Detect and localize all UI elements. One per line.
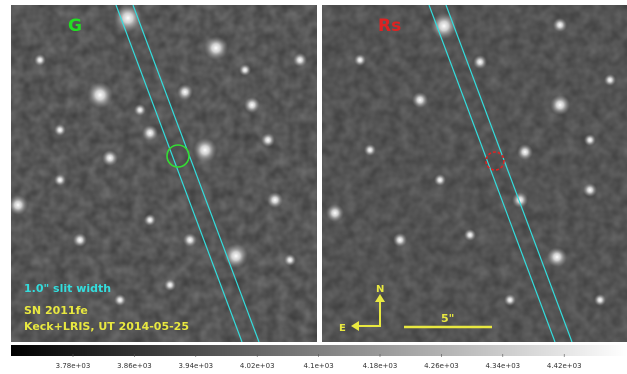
object-label: SN 2011fe xyxy=(24,304,88,317)
band-label: G xyxy=(68,16,82,36)
star-source xyxy=(73,233,87,247)
star-source xyxy=(550,95,570,115)
slit-width-label: 1.0" slit width xyxy=(24,282,111,295)
star-source xyxy=(517,144,533,160)
star-source xyxy=(594,294,606,306)
star-source xyxy=(431,13,457,39)
star-source xyxy=(177,84,193,100)
colorbar-tick-label: 4.02e+03 xyxy=(240,362,275,370)
observation-label: Keck+LRIS, UT 2014-05-25 xyxy=(24,320,189,333)
colorbar-tick-label: 4.18e+03 xyxy=(363,362,398,370)
star-source xyxy=(34,54,46,66)
sn-position-marker xyxy=(485,151,505,171)
star-source xyxy=(164,279,176,291)
slit-edge-left xyxy=(428,5,556,342)
star-source xyxy=(464,229,476,241)
star-source xyxy=(142,125,158,141)
star-source xyxy=(326,204,344,222)
star-source xyxy=(583,183,597,197)
star-field-rs xyxy=(326,13,616,306)
star-source xyxy=(393,233,407,247)
star-source xyxy=(434,174,446,186)
slit-edge-left xyxy=(115,5,243,342)
star-source xyxy=(239,64,251,76)
colorbar-tick-label: 3.86e+03 xyxy=(117,362,152,370)
star-source xyxy=(267,192,283,208)
compass-north-label: N xyxy=(376,284,384,295)
star-source xyxy=(354,54,366,66)
compass-east-label: E xyxy=(339,323,346,334)
star-source xyxy=(11,195,28,215)
colorbar: 3.78e+03 3.86e+03 3.94e+03 4.02e+03 4.1e+03 4… xyxy=(11,345,627,370)
star-source xyxy=(584,134,596,146)
colorbar-gradient xyxy=(11,345,627,356)
slit-edge-right xyxy=(132,5,260,342)
colorbar-tick-label: 4.1e+03 xyxy=(303,362,333,370)
star-source xyxy=(512,192,528,208)
colorbar-tick-label: 3.78e+03 xyxy=(56,362,91,370)
scale-bar: 5" xyxy=(404,312,492,329)
panel-divider xyxy=(317,5,322,342)
colorbar-ticks: 3.78e+03 3.86e+03 3.94e+03 4.02e+03 4.1e+03 4… xyxy=(56,354,582,370)
band-label: Rs xyxy=(378,16,401,36)
star-source xyxy=(293,53,307,67)
star-source xyxy=(87,82,113,108)
colorbar-tick-label: 3.94e+03 xyxy=(178,362,213,370)
star-source xyxy=(364,144,376,156)
star-source xyxy=(193,138,217,162)
panel-g: G 1.0" slit width SN 2011fe Keck+LRIS, U… xyxy=(11,5,317,342)
star-source xyxy=(547,247,567,267)
colorbar-tick-label: 4.26e+03 xyxy=(424,362,459,370)
star-source xyxy=(553,18,567,32)
sn-position-marker xyxy=(166,144,190,168)
star-source xyxy=(604,74,616,86)
star-source xyxy=(144,214,156,226)
star-source xyxy=(412,92,428,108)
star-source xyxy=(114,294,126,306)
star-source xyxy=(183,233,197,247)
colorbar-tick-label: 4.42e+03 xyxy=(547,362,582,370)
star-source xyxy=(473,55,487,69)
star-source xyxy=(134,104,146,116)
star-source xyxy=(244,97,260,113)
colorbar-tick-label: 4.34e+03 xyxy=(485,362,520,370)
scale-bar-label: 5" xyxy=(441,312,454,325)
star-source xyxy=(204,36,228,60)
slit-edge-right xyxy=(445,5,573,342)
star-source xyxy=(54,174,66,186)
compass: N E xyxy=(339,284,385,334)
star-source xyxy=(261,133,275,147)
panel-rs: Rs N E 5" xyxy=(322,5,627,342)
star-source xyxy=(284,254,296,266)
star-source xyxy=(54,124,66,136)
star-field-g xyxy=(11,5,307,306)
star-source xyxy=(102,150,118,166)
star-source xyxy=(224,244,248,268)
star-source xyxy=(504,294,516,306)
